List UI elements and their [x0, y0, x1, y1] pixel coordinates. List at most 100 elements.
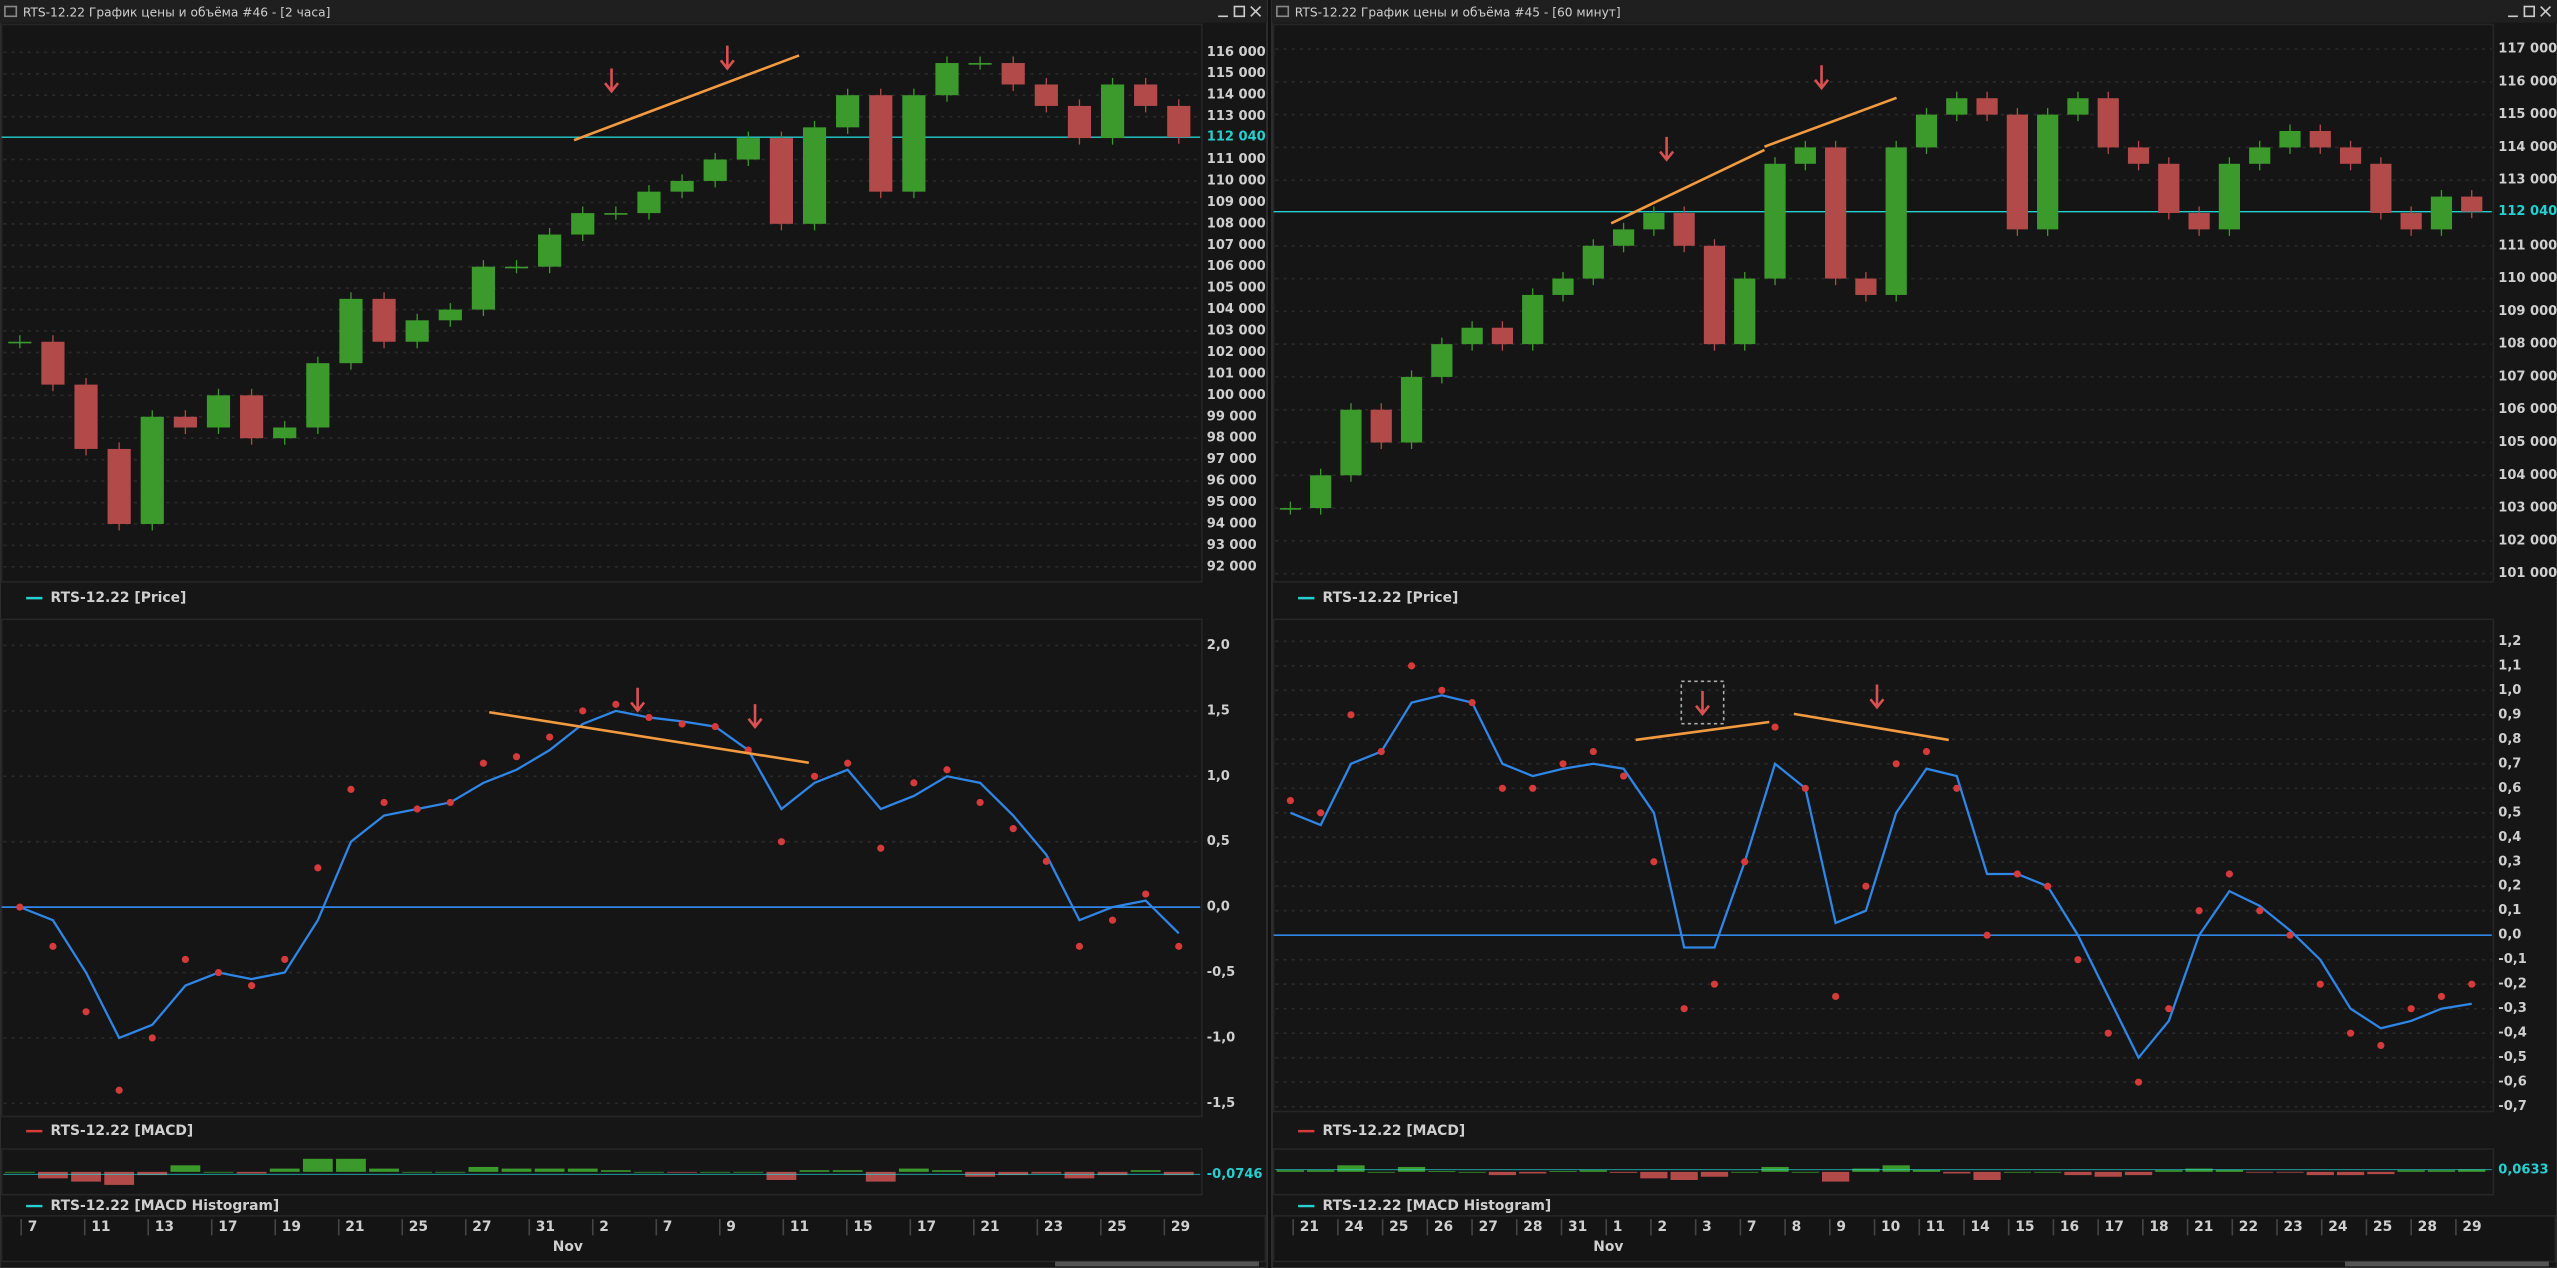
- histogram-bar: [2336, 1171, 2365, 1176]
- candle: [1340, 409, 1362, 476]
- macd-dot: [1468, 699, 1476, 707]
- macd-dot: [248, 982, 256, 990]
- x-tick-label: 15: [853, 1219, 872, 1235]
- y-tick-label: 0,0: [2498, 928, 2521, 943]
- macd-dot: [1741, 858, 1749, 866]
- y-tick-label: 108 000: [2498, 337, 2557, 352]
- macd-dot: [777, 838, 786, 846]
- macd-dot: [115, 1086, 123, 1094]
- y-tick-label: 114 000: [1207, 88, 1266, 103]
- y-tick-label: 101 000: [2498, 566, 2557, 581]
- candle: [736, 138, 760, 160]
- y-tick-label: 111 000: [2498, 238, 2557, 253]
- y-tick-label: -0,5: [1207, 965, 1236, 980]
- y-tick-label: -1,5: [1207, 1096, 1236, 1111]
- candle: [670, 180, 694, 192]
- macd-dot: [1801, 784, 1809, 792]
- legend-label: RTS-12.22 [MACD]: [51, 1123, 194, 1139]
- histogram-value-label: -0,0746: [1207, 1167, 1263, 1182]
- histogram-bar: [1458, 1171, 1486, 1173]
- macd-dot: [1589, 747, 1597, 756]
- x-tick-label: 25: [1107, 1219, 1126, 1235]
- candle: [538, 234, 562, 267]
- histogram-bar: [38, 1171, 68, 1179]
- candle: [2461, 196, 2483, 212]
- macd-dot: [1559, 760, 1567, 768]
- macd-dot: [1922, 747, 1931, 756]
- histogram-bar: [1130, 1170, 1161, 1172]
- y-tick-label: 0,3: [2498, 854, 2521, 869]
- histogram-bar: [2094, 1171, 2122, 1177]
- y-tick-label: 105 000: [2498, 435, 2557, 450]
- scrollbar[interactable]: [2345, 1261, 2549, 1267]
- candle: [1976, 98, 1998, 115]
- candle: [2037, 114, 2059, 230]
- y-tick-label: 106 000: [1207, 259, 1266, 274]
- macd-dot: [2286, 931, 2294, 939]
- x-tick-label: 19: [282, 1219, 301, 1235]
- y-tick-label: 104 000: [2498, 468, 2557, 483]
- histogram-bar: [2034, 1171, 2062, 1173]
- y-tick-label: 1,2: [2498, 634, 2521, 649]
- histogram-bar: [2276, 1171, 2304, 1173]
- x-tick-label: 8: [1792, 1219, 1802, 1235]
- macd-dot: [1042, 857, 1050, 865]
- candle: [1491, 327, 1514, 345]
- macd-dot: [877, 844, 885, 852]
- scrollbar[interactable]: [1055, 1261, 1259, 1267]
- histogram-bar: [1579, 1170, 1607, 1172]
- histogram-bar: [2458, 1169, 2486, 1172]
- y-tick-label: 110 000: [1207, 173, 1266, 188]
- maximize-button[interactable]: [2523, 5, 2535, 18]
- macd-dot: [844, 759, 852, 767]
- y-tick-label: 104 000: [1207, 302, 1266, 317]
- candle: [240, 395, 264, 439]
- candle: [869, 95, 893, 192]
- macd-dot: [2165, 1005, 2173, 1013]
- y-tick-label: 107 000: [2498, 369, 2557, 384]
- histogram-bar: [2155, 1170, 2183, 1172]
- histogram-bar: [766, 1171, 797, 1180]
- macd-dot: [1438, 686, 1446, 694]
- candle: [1001, 63, 1025, 85]
- macd-dot: [1680, 1005, 1688, 1013]
- x-tick-label: 9: [726, 1219, 736, 1235]
- window-icon: [4, 5, 18, 18]
- maximize-button[interactable]: [1233, 5, 1246, 18]
- histogram-bar: [2306, 1171, 2334, 1176]
- candle: [339, 298, 363, 364]
- y-tick-label: 0,7: [2498, 756, 2521, 771]
- trend-line: [1764, 96, 1898, 148]
- histogram-bar: [865, 1171, 896, 1182]
- candle: [504, 266, 529, 269]
- y-tick-label: 110 000: [2498, 271, 2557, 286]
- close-button[interactable]: [1250, 5, 1262, 17]
- y-tick-label: 0,8: [2498, 732, 2521, 747]
- candle: [173, 416, 197, 428]
- histogram-bar: [534, 1168, 565, 1172]
- close-button[interactable]: [2540, 5, 2552, 17]
- macd-dot: [678, 720, 686, 728]
- arrow-annotation: [1659, 136, 1675, 162]
- macd-dot: [446, 798, 454, 807]
- histogram-bar: [1488, 1171, 1517, 1176]
- candle: [2400, 212, 2422, 230]
- y-tick-label: 116 000: [1207, 45, 1266, 60]
- macd-dot: [711, 723, 719, 731]
- candle: [935, 63, 959, 96]
- macd-dot: [1347, 711, 1355, 719]
- macd-dot: [314, 864, 322, 872]
- candle: [1279, 508, 1301, 510]
- panel: [0, 618, 1203, 1118]
- y-tick-label: 106 000: [2498, 402, 2557, 417]
- histogram-bar: [1519, 1171, 1547, 1174]
- histogram-bar: [799, 1170, 830, 1172]
- x-tick-label: 29: [1171, 1219, 1190, 1235]
- histogram-bar: [1791, 1171, 1819, 1173]
- macd-dot: [2346, 1029, 2355, 1037]
- candle: [206, 395, 231, 428]
- x-tick-label: 13: [155, 1219, 174, 1235]
- candle: [2218, 163, 2241, 230]
- candle: [1100, 84, 1125, 139]
- x-tick-label: 2: [599, 1219, 609, 1235]
